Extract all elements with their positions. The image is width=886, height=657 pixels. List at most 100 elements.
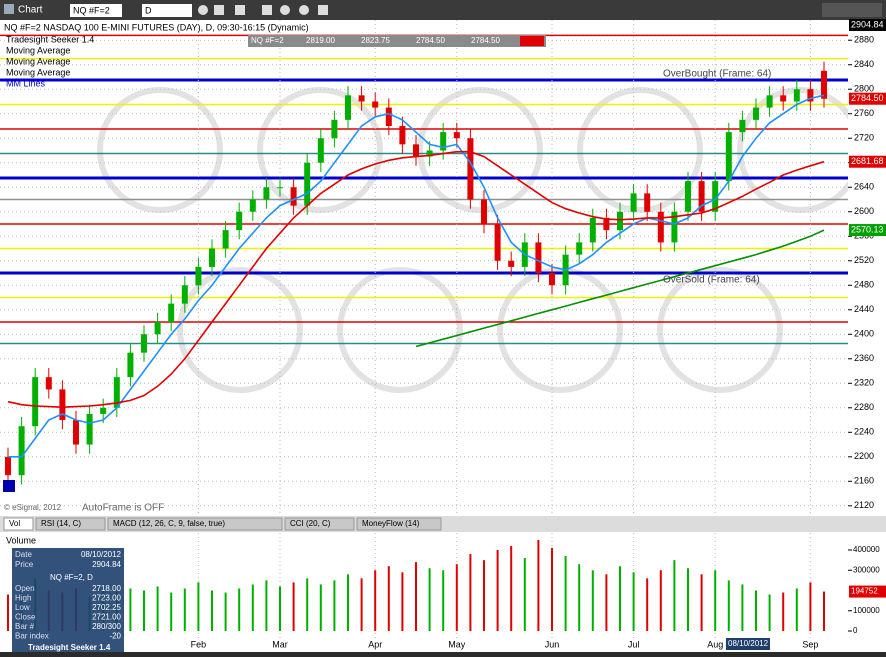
candle-body	[508, 260, 515, 267]
candle-body	[73, 420, 79, 445]
cursor-date-box	[726, 638, 770, 650]
volume-bar	[619, 566, 621, 631]
candle-body	[263, 187, 270, 200]
volume-bar	[551, 547, 553, 631]
y-tick-label: 2760	[854, 108, 874, 118]
volume-bar	[211, 590, 213, 631]
x-tick-label: Aug	[707, 639, 723, 649]
legend-heading: NQ #F=2 NASDAQ 100 E-MINI FUTURES (DAY),…	[4, 22, 309, 32]
y-tick-label: 2720	[854, 133, 874, 143]
toolbar-icons[interactable]	[198, 5, 328, 15]
data-window-key: Bar #	[15, 622, 35, 631]
y-tick-label: 2120	[854, 500, 874, 510]
candle-body	[195, 266, 202, 286]
candle-body	[331, 119, 338, 139]
x-tick-label: Apr	[368, 639, 382, 649]
y-tick-label: 2480	[854, 280, 874, 290]
volume-bar	[809, 582, 812, 631]
symbol-badge	[3, 480, 15, 492]
volume-bar	[578, 564, 581, 631]
oversold-note: OverSold (Frame: 64)	[663, 275, 760, 286]
candle-body	[467, 138, 474, 200]
volume-bar	[469, 554, 472, 631]
interval-input[interactable]	[142, 4, 192, 17]
quote-field: 2819.00	[306, 36, 335, 45]
volume-bar	[170, 592, 173, 631]
tab-label: CCI (20, C)	[290, 519, 331, 528]
indicator-tab[interactable]	[284, 517, 355, 531]
volume-pane	[0, 532, 848, 652]
candle-body	[780, 95, 787, 102]
indicator-tab[interactable]	[3, 517, 34, 531]
y-tick-label: 2200	[854, 451, 874, 461]
y-tick-label: 2240	[854, 427, 874, 437]
candle-body	[657, 211, 664, 243]
candle-body	[630, 193, 637, 212]
y-tick-label: 2800	[854, 84, 874, 94]
y-tick-label: 2840	[854, 59, 874, 69]
volume-bar	[510, 545, 513, 631]
volume-bar	[823, 591, 825, 631]
candle-body	[32, 377, 39, 427]
window-controls[interactable]	[822, 3, 882, 17]
volume-bar	[591, 570, 594, 631]
candle-body	[5, 456, 11, 476]
price-label: 2570.13	[851, 224, 884, 234]
volume-bar	[741, 584, 744, 631]
candle-body	[399, 125, 406, 145]
volume-bar	[197, 582, 200, 631]
volume-bar	[347, 574, 349, 631]
volume-bar	[183, 588, 186, 631]
data-window-key: Bar index	[15, 632, 49, 641]
volume-bar	[292, 582, 295, 631]
candle-body	[807, 89, 814, 102]
indicator-tab[interactable]	[356, 517, 442, 531]
y-tick-label: 0	[853, 626, 858, 635]
volume-bar	[496, 550, 499, 631]
volume-bar	[523, 558, 526, 631]
volume-bar	[755, 590, 757, 631]
candle-body	[644, 193, 651, 212]
volume-bar	[700, 574, 703, 631]
y-tick-label: 2880	[854, 35, 874, 45]
volume-bar	[7, 594, 9, 631]
symbol-input[interactable]	[70, 4, 122, 17]
y-tick-label: 2640	[854, 182, 874, 192]
data-window-key: Open	[15, 584, 35, 593]
candle-body	[86, 413, 93, 445]
x-tick-label: Jun	[545, 639, 560, 649]
data-window-key: High	[15, 594, 31, 603]
candle-body	[249, 199, 256, 212]
candle-body	[739, 119, 746, 133]
candle-body	[304, 162, 311, 206]
price-label: 2784.50	[851, 93, 884, 103]
x-tick-label: Jul	[628, 639, 640, 649]
volume-bar	[374, 570, 377, 631]
volume-bar	[224, 592, 227, 631]
x-tick-label: Sep	[802, 639, 818, 649]
candle-body	[685, 181, 691, 212]
quote-bar	[248, 35, 546, 47]
y-tick-label: 2320	[854, 378, 874, 388]
price-label: 2681.68	[851, 156, 884, 166]
candle-body	[45, 377, 52, 390]
data-window-value: 08/10/2012	[81, 550, 122, 559]
candle-body	[576, 242, 583, 255]
volume-bar	[428, 568, 431, 631]
indicator-tab[interactable]	[107, 517, 283, 531]
candle-body	[154, 322, 161, 335]
quote-field: NQ #F=2	[251, 36, 284, 45]
candle-body	[236, 211, 243, 231]
y-tick-label: 400000	[853, 545, 880, 554]
price-label-box	[849, 18, 886, 31]
y-tick-label: 2280	[854, 402, 874, 412]
moving-average	[8, 94, 825, 458]
legend-ma: Moving Average	[6, 45, 70, 55]
candle-body	[821, 70, 827, 99]
legend-seeker: Tradesight Seeker 1.4	[6, 34, 94, 44]
legend-mm: MM Lines	[6, 78, 46, 88]
candle-body	[385, 107, 392, 126]
price-label: 2904.84	[851, 19, 884, 29]
candle-body	[766, 95, 773, 108]
indicator-tab[interactable]	[35, 517, 106, 531]
